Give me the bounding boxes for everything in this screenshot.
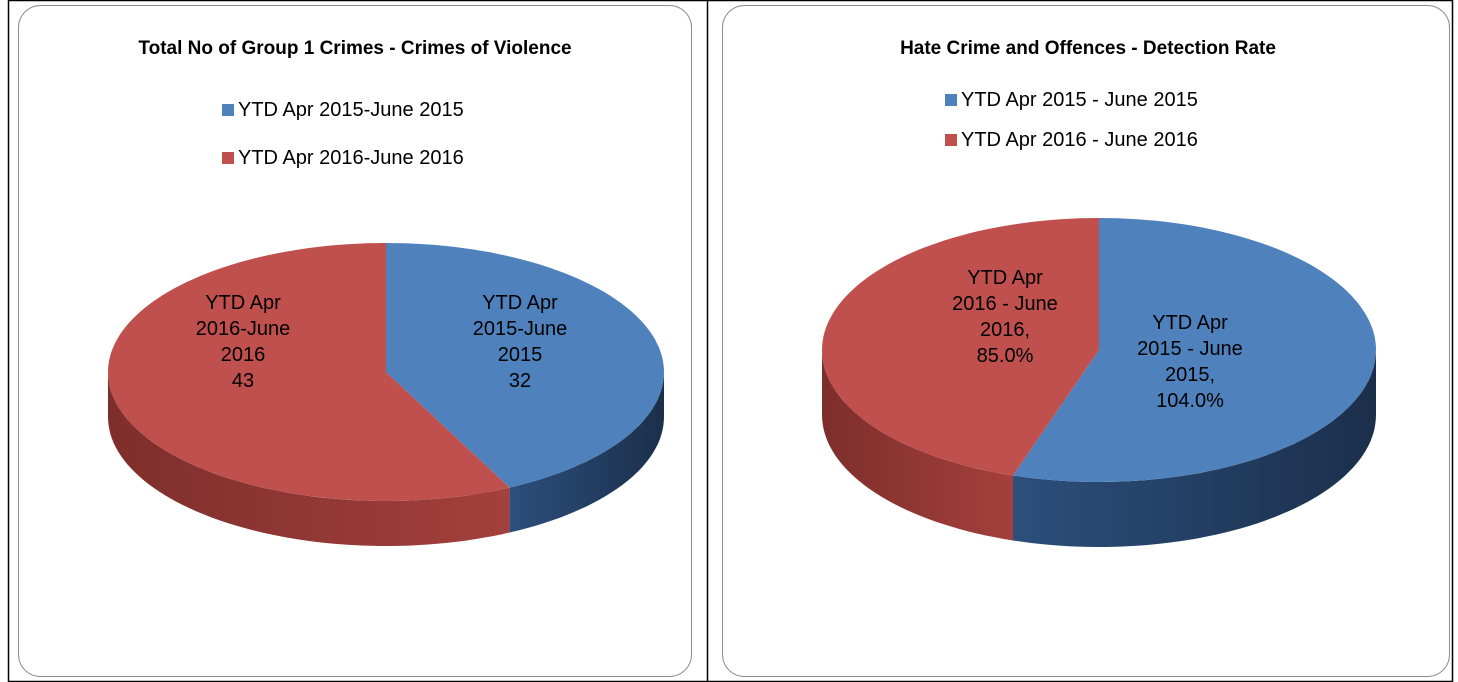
legend-label: YTD Apr 2015 - June 2015 bbox=[961, 89, 1198, 111]
slice bbox=[822, 218, 1099, 476]
data-label-separator: , bbox=[1209, 364, 1216, 386]
data-label-category: YTD Apr 2016 - June 2016 bbox=[952, 267, 1058, 341]
slice bbox=[1013, 218, 1376, 482]
chart-frame bbox=[18, 5, 692, 677]
slice bbox=[108, 243, 510, 501]
data-label-category: YTD Apr 2015-June 2015 bbox=[472, 292, 568, 366]
slice-side bbox=[509, 372, 664, 533]
slice-side bbox=[1013, 350, 1376, 547]
data-label: YTD Apr 2015-June 2015 32 bbox=[465, 290, 575, 394]
data-label: YTD Apr 2015 - June 2015, 104.0% bbox=[1134, 310, 1246, 414]
slice-side bbox=[108, 372, 510, 546]
data-label-value: 32 bbox=[508, 370, 532, 392]
legend-label: YTD Apr 2016 - June 2016 bbox=[961, 129, 1198, 151]
slice bbox=[386, 243, 664, 488]
legend-label: YTD Apr 2015-June 2015 bbox=[238, 99, 464, 121]
data-label: YTD Apr 2016-June 2016 43 bbox=[188, 290, 298, 394]
data-label-category: YTD Apr 2015 - June 2015 bbox=[1137, 312, 1243, 386]
legend-label: YTD Apr 2016-June 2016 bbox=[238, 147, 464, 169]
chart-frame bbox=[722, 5, 1450, 677]
chart-title: Hate Crime and Offences - Detection Rate bbox=[900, 38, 1276, 59]
data-label-value: 85.0% bbox=[976, 345, 1034, 367]
slice-side bbox=[822, 350, 1013, 541]
legend-swatch bbox=[222, 104, 234, 116]
data-label-value: 43 bbox=[231, 370, 255, 392]
legend-swatch bbox=[222, 152, 234, 164]
data-label-separator: , bbox=[1024, 319, 1031, 341]
data-label: YTD Apr 2016 - June 2016, 85.0% bbox=[949, 265, 1061, 369]
data-label-category: YTD Apr 2016-June 2016 bbox=[195, 292, 291, 366]
legend-swatch bbox=[945, 134, 957, 146]
legend-swatch bbox=[945, 94, 957, 106]
data-label-value: 104.0% bbox=[1156, 390, 1224, 412]
chart-title: Total No of Group 1 Crimes - Crimes of V… bbox=[138, 38, 572, 59]
